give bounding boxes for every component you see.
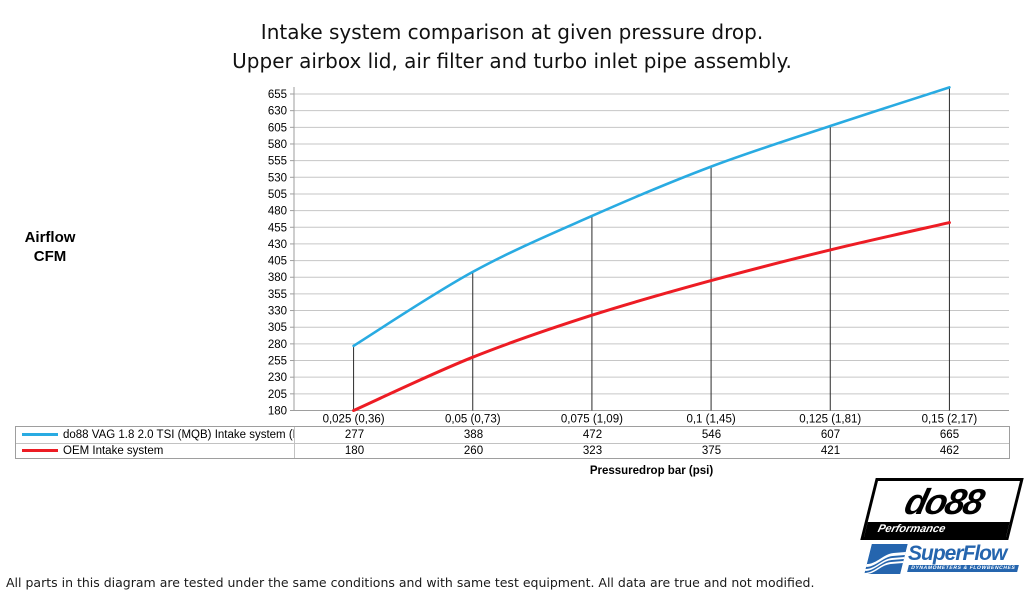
chart-title-line1: Intake system comparison at given pressu… [260,20,764,44]
superflow-logo: SuperFlow DYNAMOMETERS & FLOWBENCHES [864,543,1020,577]
table-cell: 375 [652,442,771,459]
table-cell: 277 [344,428,365,441]
superflow-logo-subtitle: DYNAMOMETERS & FLOWBENCHES [907,565,1020,572]
x-category-label: 0,125 (1,81) [799,414,861,426]
chart-title: Intake system comparison at given pressu… [0,18,1024,76]
do88-logo: do88 Performance [860,478,1024,540]
x-category-label: 0,15 (2,17) [922,414,978,426]
do88-logo-subtitle: Performance [864,522,1010,537]
y-axis-title-line1: Airflow [24,229,76,246]
do88-series-label: do88 VAG 1.8 2.0 TSI (MQB) Intake system… [63,428,294,441]
table-cell: 462 [890,442,1009,459]
y-tick-label: 630 [268,106,287,118]
do88-series-swatch [22,433,58,437]
table-cell: 421 [771,442,890,459]
y-tick-label: 180 [268,406,287,418]
table-cell: 388 [463,428,484,441]
superflow-logo-text-block: SuperFlow DYNAMOMETERS & FLOWBENCHES [907,542,1020,572]
oem-series-label: OEM Intake system [63,444,164,457]
y-tick-label: 230 [268,372,287,384]
y-tick-label: 655 [268,89,287,101]
x-axis-title: Pressuredrop bar (psi) [589,465,714,477]
y-tick-label: 380 [268,272,287,284]
table-cell: 260 [414,442,533,459]
chart-title-line2: Upper airbox lid, air filter and turbo i… [232,49,792,73]
table-cell: 472 [582,428,603,441]
series-line-0 [352,86,951,348]
y-tick-label: 605 [268,122,287,134]
y-tick-label: 430 [268,239,287,251]
oem-series-swatch [22,449,58,453]
table-cell: 665 [939,428,960,441]
y-tick-label: 455 [268,222,287,234]
footnote: All parts in this diagram are tested und… [6,575,815,590]
table-cell: 180 [295,442,414,459]
do88-logo-text: do88 [900,481,987,522]
series-line-1 [352,221,951,412]
data-table: do88 VAG 1.8 2.0 TSI (MQB) Intake system… [15,426,1010,459]
y-tick-label: 580 [268,139,287,151]
table-cell: 607 [820,428,841,441]
superflow-wave-icon [864,544,908,574]
table-cell: 546 [701,428,722,441]
y-tick-label: 480 [268,206,287,218]
y-tick-label: 355 [268,289,287,301]
y-tick-label: 205 [268,389,287,401]
y-tick-label: 305 [268,322,287,334]
table-cell: 323 [533,442,652,459]
y-axis-title-line2: CFM [33,248,67,265]
x-category-label: 0,075 (1,09) [561,414,623,426]
y-tick-label: 255 [268,356,287,368]
x-category-label: 0,1 (1,45) [686,414,735,426]
y-tick-label: 555 [268,156,287,168]
legend-item-do88: do88 VAG 1.8 2.0 TSI (MQB) Intake system… [16,427,295,443]
y-axis-title: Airflow CFM [8,228,92,266]
y-tick-label: 280 [268,339,287,351]
y-tick-label: 330 [268,306,287,318]
y-tick-label: 405 [268,256,287,268]
legend-item-oem: OEM Intake system [16,442,295,458]
x-category-label: 0,025 (0,36) [323,414,385,426]
y-tick-label: 530 [268,172,287,184]
x-category-label: 0,05 (0,73) [445,414,501,426]
superflow-logo-text: SuperFlow [908,542,1007,565]
y-tick-label: 505 [268,189,287,201]
